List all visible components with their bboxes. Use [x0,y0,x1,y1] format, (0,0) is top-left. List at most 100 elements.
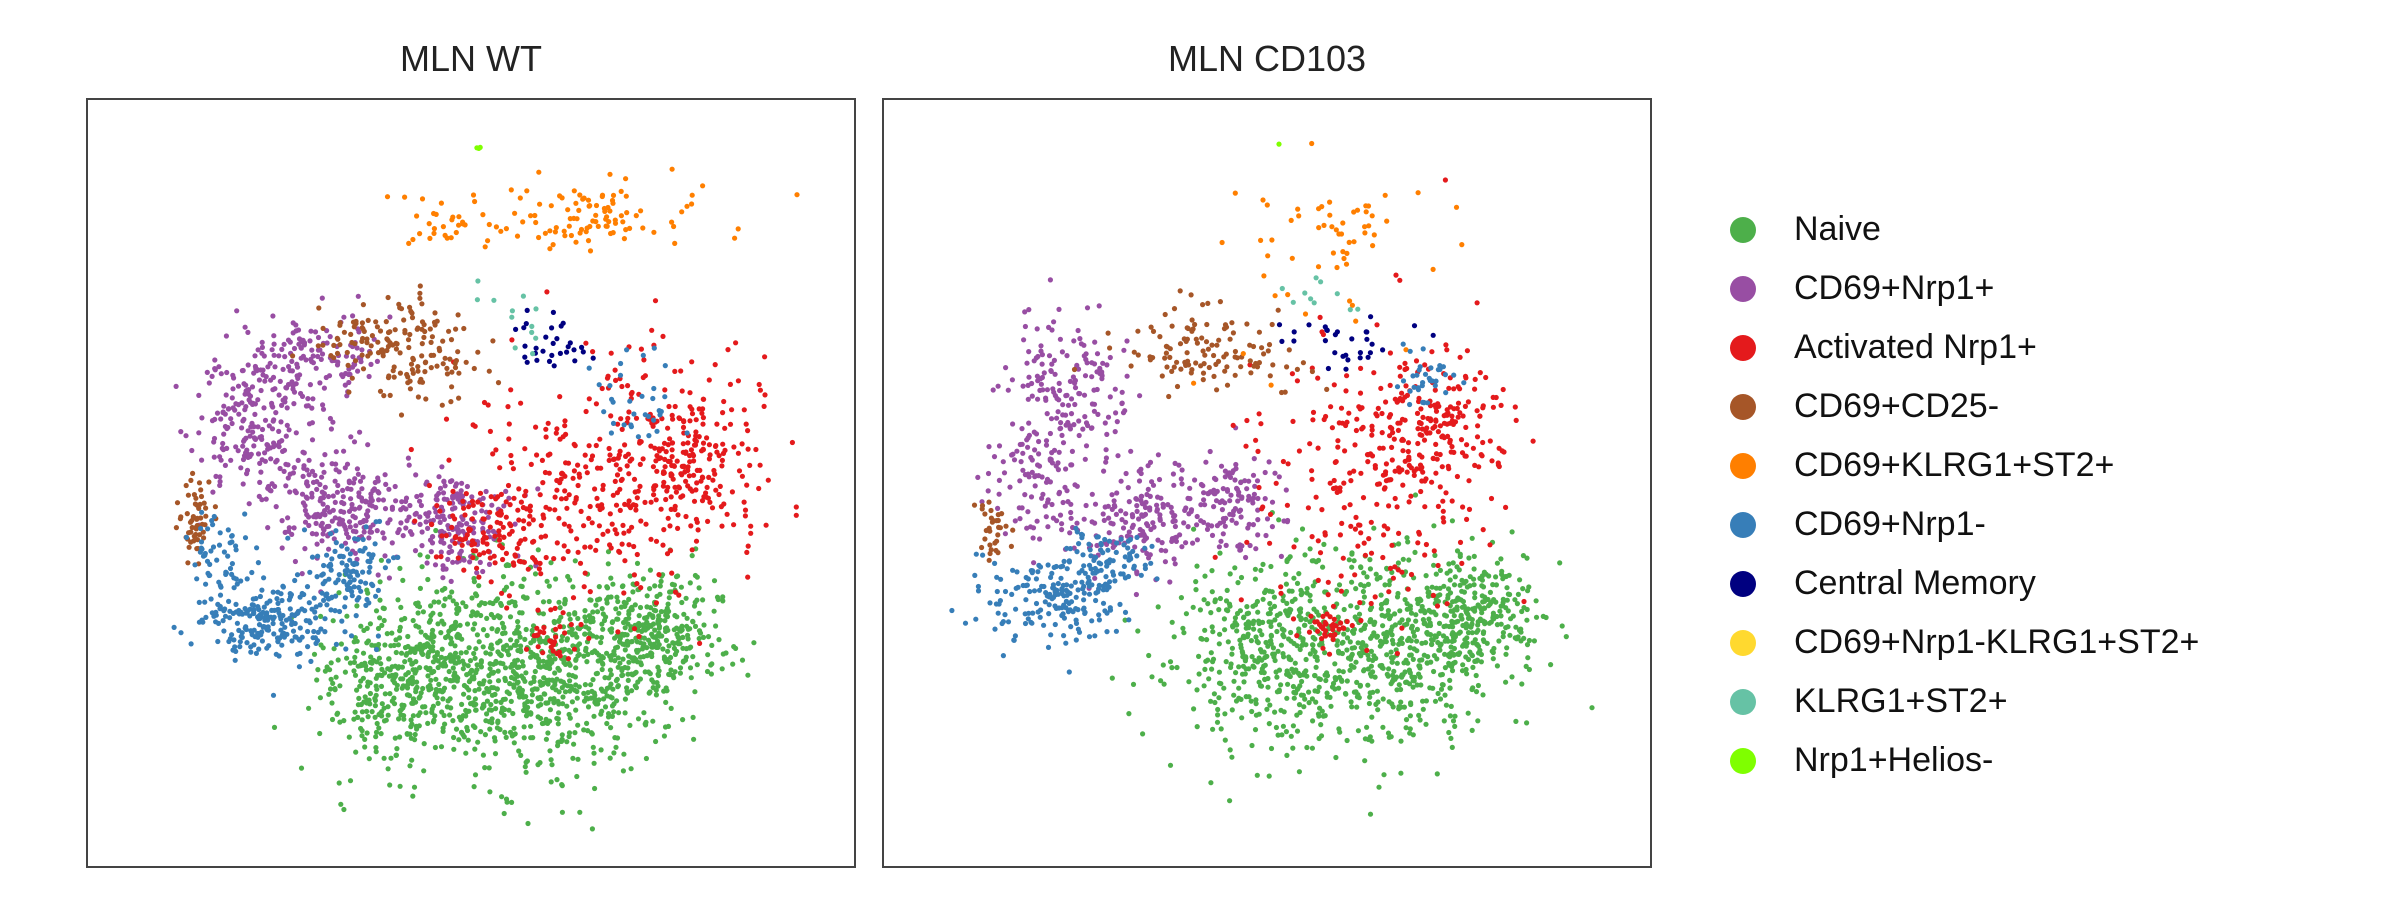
data-point [514,545,520,551]
data-point [262,450,268,456]
data-point [463,649,469,655]
data-point [425,720,431,727]
data-point [1366,656,1372,663]
data-point [1316,713,1322,719]
data-point [1361,583,1367,589]
data-point [667,523,673,529]
data-point [523,694,529,700]
data-point [413,623,419,629]
data-point [549,762,555,768]
data-point [473,646,479,652]
data-point [665,601,671,607]
data-point [1396,706,1402,712]
data-point [611,750,617,756]
data-point [1258,567,1264,573]
data-point [529,329,535,335]
data-point [347,580,353,586]
data-point [1304,590,1310,596]
data-point [1225,608,1231,614]
data-point [612,658,618,664]
data-point [622,603,628,609]
data-point [567,340,573,346]
data-point [478,664,484,670]
data-point [358,588,364,594]
data-point [565,207,571,213]
data-point [1043,397,1049,403]
data-point [511,740,517,746]
data-point [446,328,452,334]
data-point [1236,685,1242,691]
data-point [437,519,443,525]
data-point [337,342,343,348]
data-point [574,216,580,222]
data-point [405,455,411,461]
data-point [210,489,216,495]
data-point [714,421,720,427]
data-point [320,342,326,348]
data-point [696,406,702,412]
data-point [1048,368,1054,374]
data-point [322,452,328,458]
data-point [625,415,631,421]
data-point [1271,603,1278,609]
data-point [596,697,602,703]
data-point [387,782,393,788]
data-point [616,710,622,716]
data-point [1209,589,1215,595]
data-point [1390,672,1396,678]
data-point [618,213,625,219]
data-point [504,562,510,568]
data-point [1479,583,1485,589]
data-point [270,620,276,627]
data-point [1178,595,1184,601]
data-point [594,609,601,615]
data-point [642,499,648,505]
data-point [742,507,749,513]
data-point [215,620,222,627]
data-point [287,489,293,495]
data-point [381,755,387,761]
data-point [1285,681,1291,687]
data-point [1344,678,1350,684]
data-point [1056,449,1062,455]
data-point [364,708,370,715]
data-point [284,405,290,411]
data-point [397,635,403,641]
data-point [1057,336,1063,342]
data-point [506,421,512,427]
data-point [1408,610,1415,616]
data-point [515,507,521,513]
data-point [582,452,588,458]
data-point [1243,621,1249,627]
data-point [1336,582,1343,588]
data-point [527,513,533,519]
data-point [297,625,303,631]
data-point [618,416,624,422]
data-point [491,669,497,675]
data-point [1251,626,1257,632]
data-point [440,338,446,344]
data-point [551,620,558,626]
data-point [377,388,384,394]
scatter-panel-wt [86,98,856,868]
data-point [696,635,702,642]
data-point [661,479,667,485]
data-point [273,504,279,510]
data-point [523,670,529,676]
data-point [1454,548,1461,554]
data-point [454,559,460,565]
data-point [344,562,350,569]
data-point [376,490,382,496]
data-point [1037,376,1044,382]
data-point [1401,660,1407,666]
data-point [535,762,541,768]
data-point [292,620,298,627]
data-point [520,293,526,299]
data-point [358,359,364,365]
data-point [557,350,563,356]
data-point [504,799,510,805]
data-point [460,219,466,225]
data-point [327,334,333,340]
data-point [281,634,287,640]
data-point [530,517,536,523]
